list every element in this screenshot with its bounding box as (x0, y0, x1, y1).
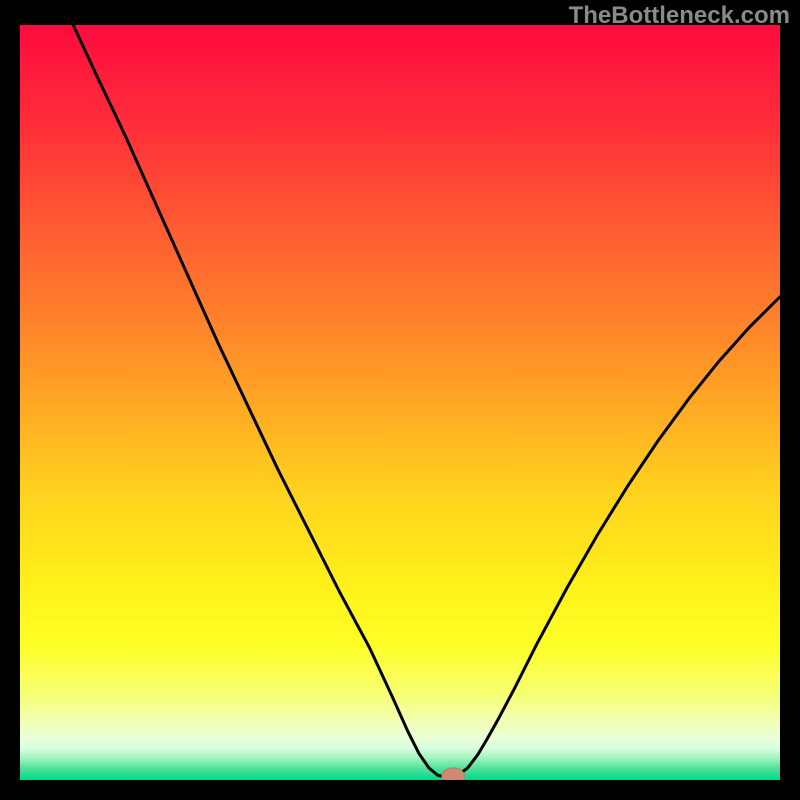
plot-background (20, 25, 780, 780)
plot-svg (20, 25, 780, 780)
watermark-text: TheBottleneck.com (569, 2, 790, 30)
optimum-marker (442, 768, 465, 780)
plot-area (20, 25, 780, 780)
chart-frame: TheBottleneck.com (0, 0, 800, 800)
